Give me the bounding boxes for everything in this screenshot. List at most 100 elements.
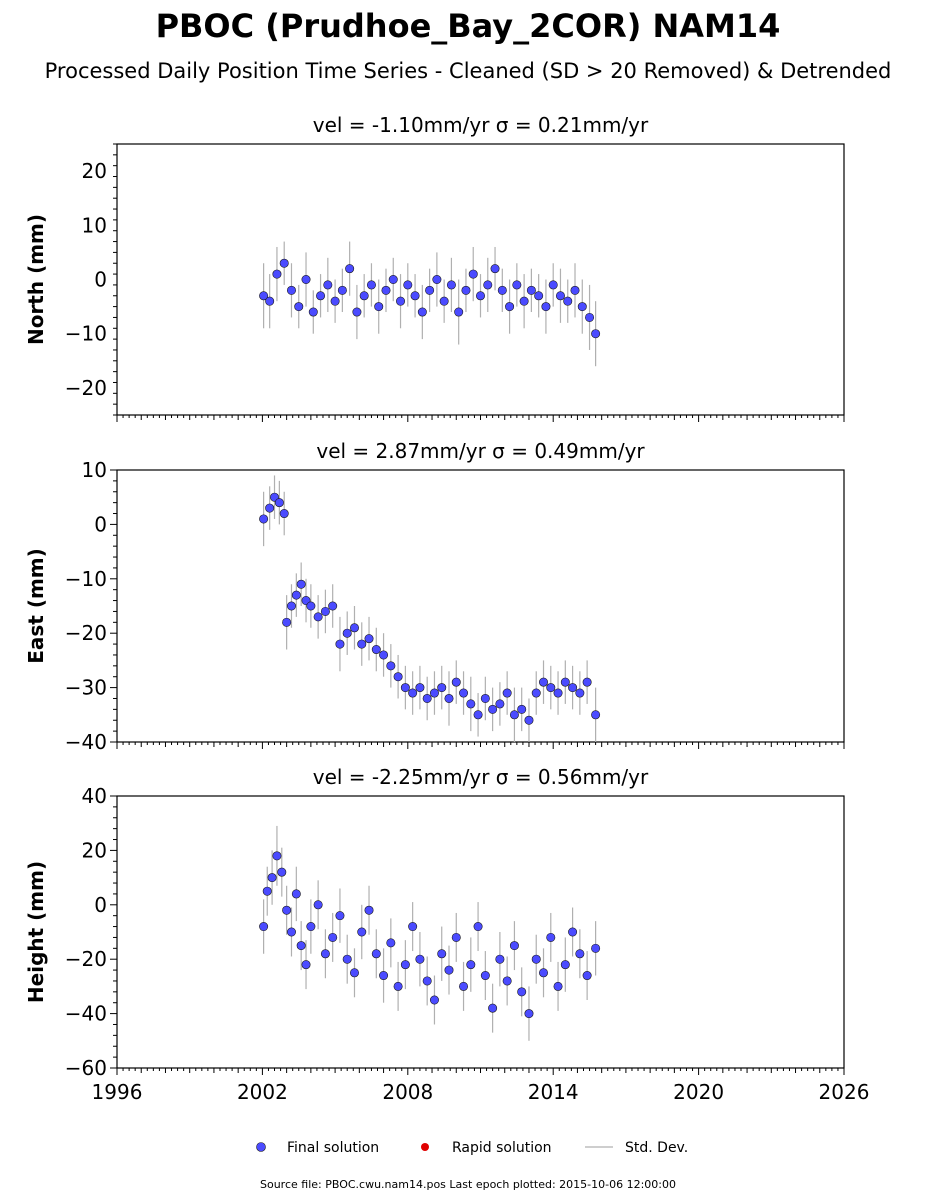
north-data-point [468,269,478,279]
height-panel-title: vel = -2.25mm/yr σ = 0.56mm/yr [313,765,649,789]
height-data-point [422,976,432,986]
height-data-point [539,968,549,978]
height-data-point [437,949,447,959]
height-data-point [267,873,277,883]
height-data-point [429,995,439,1005]
east-data-point [546,683,556,693]
east-data-point [437,683,447,693]
east-data-point [568,683,578,693]
height-data-point [342,954,352,964]
height-ytick-label: −40 [65,1002,107,1026]
height-ytick-label: 0 [94,893,107,917]
east-ytick-label: −40 [65,730,107,754]
north-data-point [366,280,376,290]
north-data-point [512,280,522,290]
east-ytick-label: 0 [94,512,107,536]
east-data-point [364,634,374,644]
east-data-point [429,688,439,698]
north-ytick-label: 10 [82,213,107,237]
east-data-point [357,639,367,649]
height-ylabel: Height (mm) [24,861,48,1003]
north-data-point [577,302,587,312]
height-xtick-label: 2014 [528,1080,579,1104]
east-data-point [259,514,269,524]
east-data-point [371,645,381,655]
north-data-point [425,285,435,295]
north-data-point [585,312,595,322]
north-data-point [548,280,558,290]
east-data-point [279,509,289,519]
east-data-point [342,628,352,638]
height-data-point [531,954,541,964]
height-data-point [313,900,323,910]
east-data-point [480,693,490,703]
north-data-point [308,307,318,317]
east-data-point [466,699,476,709]
north-data-point [345,264,355,274]
north-data-point [330,296,340,306]
east-data-point [473,710,483,720]
height-data-point [371,949,381,959]
north-data-point [381,285,391,295]
figure-title: PBOC (Prudhoe_Bay_2COR) NAM14 [156,7,781,45]
east-data-point [422,693,432,703]
height-xtick-label: 1996 [92,1080,143,1104]
north-data-point [272,269,282,279]
east-ylabel: East (mm) [24,548,48,664]
height-data-point [259,922,269,932]
east-data-point [531,688,541,698]
north-data-point [483,280,493,290]
north-data-point [417,307,427,317]
east-ytick-label: −20 [65,621,107,645]
height-data-point [357,927,367,937]
height-data-point [568,927,578,937]
east-data-point [306,601,316,611]
height-data-point [349,968,359,978]
north-data-point [490,264,500,274]
height-xtick-label: 2026 [819,1080,870,1104]
height-data-point [286,927,296,937]
north-ytick-label: −20 [65,376,107,400]
height-data-point [575,949,585,959]
north-data-point [403,280,413,290]
north-data-point [359,291,369,301]
north-ytick-label: 0 [94,268,107,292]
height-data-point [546,932,556,942]
east-data-point [517,704,527,714]
height-data-point [415,954,425,964]
height-panel: vel = -2.25mm/yr σ = 0.56mm/yr Height (mm… [24,765,869,1104]
east-data-point [291,590,301,600]
north-data-point [323,280,333,290]
legend: Final solution Rapid solution Std. Dev. [256,1140,688,1156]
height-plot-frame [116,795,845,1069]
east-data-point [509,710,519,720]
height-data-point [480,971,490,981]
height-data-point [466,960,476,970]
north-data-point [352,307,362,317]
east-panel-title: vel = 2.87mm/yr σ = 0.49mm/yr [316,439,645,463]
east-data-point [265,503,275,513]
height-data-point [386,938,396,948]
height-data-point [451,932,461,942]
legend-final-label: Final solution [287,1140,379,1156]
north-data-point [316,291,326,301]
north-data-point [410,291,420,301]
height-data-point [301,960,311,970]
east-data-point [349,623,359,633]
height-ytick-label: 40 [82,784,107,808]
height-ytick-label: −20 [65,947,107,971]
height-data-point [517,987,527,997]
north-data-point [591,329,601,339]
north-data-point [475,291,485,301]
height-data-point [560,960,570,970]
height-data-point [553,981,563,991]
height-xtick-label: 2002 [237,1080,288,1104]
height-xtick-label: 2020 [673,1080,724,1104]
north-data-point [374,302,384,312]
north-data-point [570,285,580,295]
height-data-point [473,922,483,932]
north-data-point [294,302,304,312]
east-data-point [296,579,306,589]
east-data-point [524,715,534,725]
east-data-point [415,683,425,693]
